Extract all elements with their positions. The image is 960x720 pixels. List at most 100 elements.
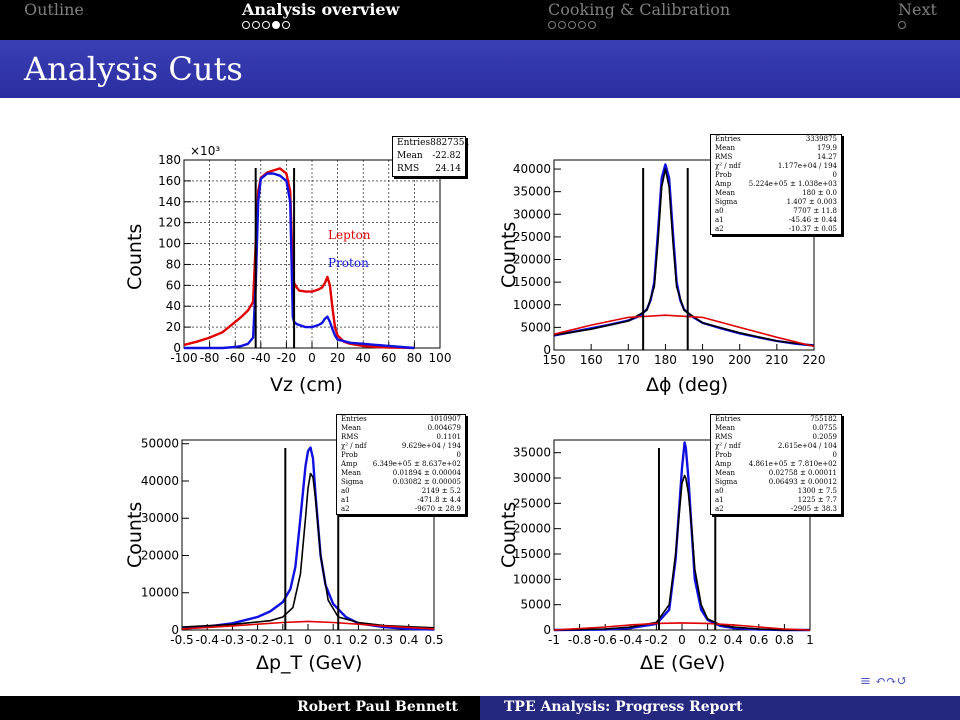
stats-box: Entries 1010907 Mean 0.004679 RMS 0.1101 χ² / …	[336, 414, 466, 515]
stats-key: χ² / ndf	[341, 442, 367, 450]
stats-row: a2 -2905 ± 38.3	[711, 505, 841, 514]
x-tick-label: 20	[330, 351, 345, 365]
stats-row: Mean 0.004679	[337, 424, 465, 433]
y-axis-label: Counts	[124, 501, 146, 568]
y-tick-label: 20000	[141, 548, 179, 562]
stats-key: Amp	[715, 180, 732, 188]
nav-dot[interactable]	[262, 21, 270, 29]
nav-next[interactable]: Next	[898, 0, 937, 29]
stats-row: Sigma 0.03082 ± 0.00005	[337, 478, 465, 487]
x-tick-label: -0.3	[221, 633, 244, 647]
nav-dot[interactable]	[252, 21, 260, 29]
y-tick-label: 160	[158, 174, 181, 188]
x-tick-label: -0.8	[568, 633, 591, 647]
stats-key: Sigma	[341, 478, 364, 486]
stats-value: 0.1101	[436, 433, 462, 441]
stats-key: RMS	[397, 164, 420, 174]
nav-dot[interactable]	[242, 21, 250, 29]
stats-value: 5.224e+05 ± 1.038e+03	[748, 180, 837, 188]
x-axis-label: Δp_T (GeV)	[256, 652, 363, 674]
y-tick-label: 40000	[141, 474, 179, 488]
nav-progress-dots	[898, 21, 937, 29]
stats-key: RMS	[715, 433, 733, 441]
nav-cooking-calibration[interactable]: Cooking & Calibration	[548, 0, 730, 29]
y-tick-label: 20000	[513, 522, 551, 536]
nav-progress-dots	[242, 21, 399, 29]
beamer-navigation-symbols[interactable]: ≡ ↶↷↺	[860, 674, 908, 689]
stats-key: Mean	[715, 424, 735, 432]
stats-value: -471.8 ± 4.4	[417, 496, 461, 504]
nav-next-label: Next	[898, 0, 937, 19]
y-tick-label: 35000	[513, 185, 551, 199]
stats-key: a1	[715, 216, 724, 224]
stats-key: Mean	[715, 189, 735, 197]
nav-dot-current[interactable]	[272, 21, 280, 29]
x-tick-label: 40	[356, 351, 371, 365]
stats-row: Mean 0.02758 ± 0.00011	[711, 469, 841, 478]
stats-value: 0.02758 ± 0.00011	[768, 469, 837, 477]
stats-value: 14.27	[816, 153, 837, 161]
x-tick-label: 160	[580, 353, 603, 367]
stats-key: Mean	[341, 469, 361, 477]
chart-vz: -100 -80 -60 -40 -20 0 20 40 60 80 100 0 20 40 60 80 100…	[110, 130, 490, 420]
nav-dot[interactable]	[898, 21, 906, 29]
series-line-fit	[553, 474, 810, 631]
x-tick-label: 0.4	[724, 633, 743, 647]
stats-value: 8827351	[430, 138, 471, 148]
stats-value: 0	[832, 451, 837, 459]
nav-dot[interactable]	[588, 21, 596, 29]
y-tick-label: 25000	[513, 230, 551, 244]
stats-value: 0	[832, 171, 837, 179]
nav-dot[interactable]	[548, 21, 556, 29]
y-tick-label: 10000	[513, 298, 551, 312]
stats-key: Amp	[341, 460, 358, 468]
y-tick-label: 40	[166, 299, 181, 313]
stats-row: Mean 0.01894 ± 0.00004	[337, 469, 465, 478]
series-line-fit	[181, 472, 435, 629]
stats-row: Entries 755182	[711, 415, 841, 424]
stats-box: Entries 8827351 Mean -22.82 RMS 24.14	[392, 136, 470, 177]
y-tick-label: 120	[158, 216, 181, 230]
stats-key: Entries	[715, 135, 741, 143]
nav-progress-dots	[548, 21, 730, 29]
stats-row: a0 2149 ± 5.2	[337, 487, 465, 496]
footer-author-text: Robert Paul Bennett	[297, 699, 458, 715]
nav-dot[interactable]	[282, 21, 290, 29]
stats-row: a0 7707 ± 11.8	[711, 207, 841, 216]
stats-row: a1 1225 ± 7.7	[711, 496, 841, 505]
x-tick-label: 150	[543, 353, 566, 367]
x-tick-label: -1	[548, 633, 560, 647]
x-tick-label: 190	[691, 353, 714, 367]
series-line-proton	[184, 172, 415, 350]
x-tick-label: -0.4	[195, 633, 218, 647]
y-axis-label: Counts	[124, 223, 146, 290]
stats-key: a0	[715, 207, 724, 215]
y-tick-label: 10000	[141, 586, 179, 600]
stats-value: 7707 ± 11.8	[793, 207, 837, 215]
nav-outline[interactable]: Outline	[24, 0, 84, 20]
nav-dot[interactable]	[558, 21, 566, 29]
x-axis-label: Vz (cm)	[270, 374, 343, 396]
series-line-background	[553, 314, 815, 348]
x-tick-label: 170	[617, 353, 640, 367]
nav-analysis-overview[interactable]: Analysis overview	[242, 0, 399, 29]
stats-value: 755182	[810, 415, 837, 423]
stats-row: Amp 5.224e+05 ± 1.038e+03	[711, 180, 841, 189]
y-tick-label: 30000	[141, 511, 179, 525]
footer: Robert Paul Bennett TPE Analysis: Progre…	[0, 696, 960, 720]
footer-title-text: TPE Analysis: Progress Report	[504, 699, 743, 715]
y-tick-label: 140	[158, 195, 181, 209]
stats-value: 4.861e+05 ± 7.810e+02	[748, 460, 837, 468]
stats-value: 0.004679	[427, 424, 461, 432]
stats-row: RMS 0.1101	[337, 433, 465, 442]
stats-box: Entries 3339875 Mean 179.9 RMS 14.27 χ² / ndf 1…	[710, 134, 842, 235]
x-tick-label: 0.3	[374, 633, 393, 647]
stats-row: Entries 1010907	[337, 415, 465, 424]
y-tick-label: 20	[166, 320, 181, 334]
stats-key: Sigma	[715, 478, 738, 486]
stats-key: Entries	[715, 415, 741, 423]
y-tick-label: 15000	[513, 547, 551, 561]
nav-dot[interactable]	[568, 21, 576, 29]
nav-dot[interactable]	[578, 21, 586, 29]
stats-value: 179.9	[816, 144, 837, 152]
